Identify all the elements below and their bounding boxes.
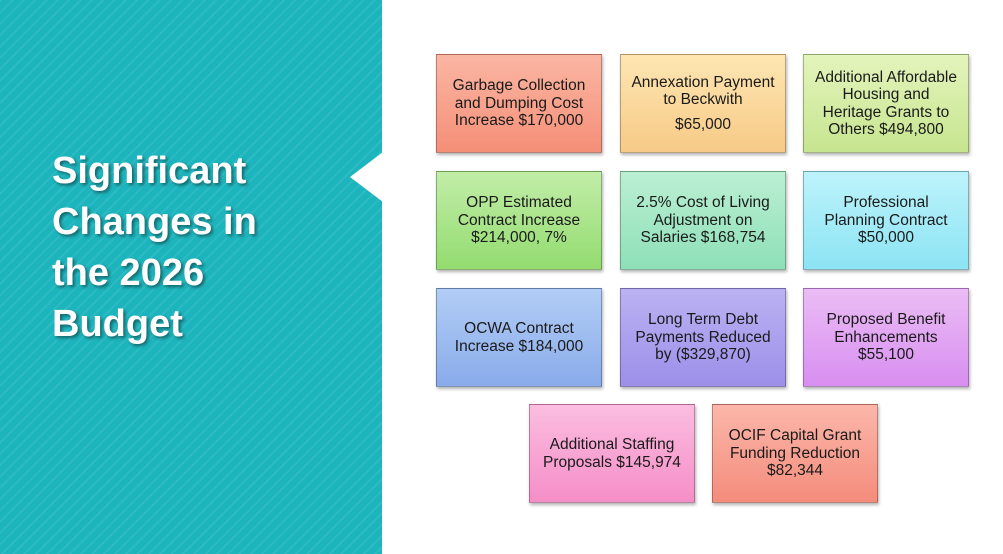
box-text-line: $55,100 bbox=[857, 346, 914, 364]
box-text-line: Proposed Benefit bbox=[826, 311, 946, 329]
box-text-line: Garbage Collection bbox=[452, 77, 586, 95]
change-box-opp-contract: OPP Estimated Contract Increase $214,000… bbox=[436, 171, 602, 270]
box-text-line: 2.5% Cost of Living bbox=[636, 194, 770, 212]
box-text-line: Funding Reduction bbox=[729, 444, 861, 462]
box-text-line: Long Term Debt bbox=[648, 311, 758, 329]
slide-title-line: Changes in bbox=[52, 201, 257, 243]
box-text-line: Contract Increase bbox=[457, 211, 581, 229]
box-text-line: Additional Staffing bbox=[549, 436, 675, 453]
change-box-affordable-housing-grants: Additional Affordable Housing and Herita… bbox=[803, 54, 969, 153]
change-box-ocif-grant: OCIF Capital Grant Funding Reduction $82… bbox=[712, 404, 878, 503]
box-text-line: $65,000 bbox=[674, 115, 731, 133]
box-text-line: $82,344 bbox=[766, 462, 824, 480]
change-box-debt-payments: Long Term Debt Payments Reduced by ($329… bbox=[620, 288, 786, 387]
panel-notch bbox=[350, 152, 383, 202]
box-text-line: and Dumping Cost bbox=[454, 94, 584, 112]
box-text-line: Annexation Payment bbox=[631, 73, 775, 91]
box-text-line: OCWA Contract bbox=[464, 320, 574, 337]
change-box-cost-of-living: 2.5% Cost of Living Adjustment on Salari… bbox=[620, 171, 786, 270]
box-text-line: Heritage Grants to bbox=[822, 103, 950, 121]
box-text-line: Additional Affordable bbox=[815, 68, 957, 86]
change-box-garbage-collection: Garbage Collection and Dumping Cost Incr… bbox=[436, 54, 602, 153]
box-text-line: Others $494,800 bbox=[828, 121, 944, 138]
slide-title-line: the 2026 bbox=[52, 252, 205, 294]
change-box-annexation-payment: Annexation Payment to Beckwith $65,000 bbox=[620, 54, 786, 153]
box-text-line: Increase $170,000 bbox=[454, 112, 584, 130]
box-text-line: $214,000, 7% bbox=[471, 229, 567, 247]
change-box-ocwa-contract: OCWA Contract Increase $184,000 bbox=[436, 288, 602, 387]
box-text-line: by ($329,870) bbox=[655, 346, 751, 364]
box-text-line: OCIF Capital Grant bbox=[728, 427, 862, 445]
box-text-line: to Beckwith bbox=[663, 91, 743, 109]
box-text-line: Increase $184,000 bbox=[454, 337, 584, 355]
box-text-line: Adjustment on bbox=[653, 211, 753, 229]
change-box-staffing-proposals: Additional Staffing Proposals $145,974 bbox=[529, 404, 695, 503]
change-box-planning-contract: Professional Planning Contract $50,000 bbox=[803, 171, 969, 270]
box-text-line: Proposals $145,974 bbox=[543, 453, 681, 471]
title-panel bbox=[0, 0, 382, 554]
box-text-line: Enhancements bbox=[834, 328, 938, 346]
box-text-line: OPP Estimated bbox=[466, 194, 572, 212]
slide-title-line: Significant bbox=[52, 150, 247, 192]
box-text-line: Professional bbox=[843, 194, 929, 212]
box-text-line: $50,000 bbox=[857, 229, 915, 247]
slide-title-line: Budget bbox=[52, 303, 183, 345]
box-text-line: Salaries $168,754 bbox=[640, 229, 766, 247]
change-box-benefit-enhancements: Proposed Benefit Enhancements $55,100 bbox=[803, 288, 969, 387]
box-text-line: Housing and bbox=[842, 86, 930, 103]
box-text-line: Payments Reduced bbox=[635, 328, 771, 346]
slide-title: Significant Changes in the 2026 Budget bbox=[52, 146, 372, 350]
box-text-line: Planning Contract bbox=[824, 211, 948, 229]
